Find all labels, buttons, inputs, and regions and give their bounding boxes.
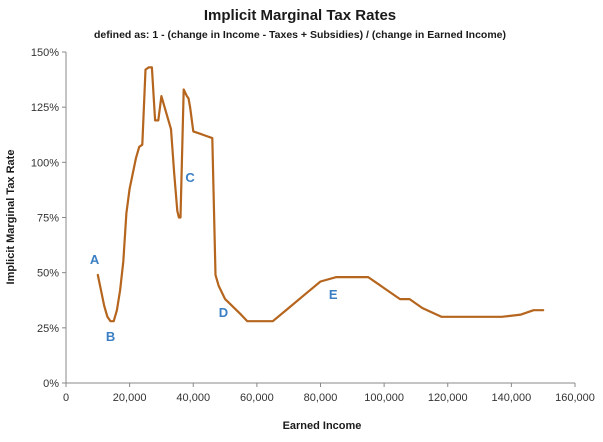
- y-ticks: 0% 25% 50% 75% 100% 125% 150%: [31, 47, 66, 390]
- chart-title: Implicit Marginal Tax Rates: [204, 7, 396, 24]
- y-tick-label: 50%: [37, 268, 59, 280]
- x-tick-label: 60,000: [240, 392, 274, 404]
- y-tick-label: 0%: [43, 378, 59, 390]
- y-tick-label: 75%: [37, 213, 59, 225]
- x-ticks: 0 20,000 40,000 60,000 80,000 100,000 120,000 1…: [63, 383, 595, 404]
- y-tick-label: 150%: [31, 47, 59, 59]
- annotation-label: C: [185, 170, 195, 185]
- x-tick-label: 100,000: [364, 392, 404, 404]
- annotation-label: E: [329, 287, 338, 302]
- y-tick-label: 25%: [37, 323, 59, 335]
- x-tick-label: 120,000: [428, 392, 468, 404]
- y-tick-label: 100%: [31, 157, 59, 169]
- x-tick-label: 140,000: [491, 392, 531, 404]
- series-layer: [96, 66, 545, 323]
- annotation-label: A: [90, 252, 100, 267]
- x-tick-label: 0: [63, 392, 69, 404]
- x-tick-label: 160,000: [555, 392, 595, 404]
- annotations: A B C D E: [90, 170, 338, 344]
- annotation-label: B: [106, 329, 115, 344]
- annotation-label: D: [219, 305, 228, 320]
- x-tick-label: 80,000: [304, 392, 338, 404]
- y-axis-label: Implicit Marginal Tax Rate: [5, 150, 17, 285]
- x-axis-label: Earned Income: [283, 420, 362, 432]
- series-line: [96, 66, 545, 323]
- chart-subtitle: defined as: 1 - (change in Income - Taxe…: [94, 29, 506, 41]
- x-tick-label: 20,000: [113, 392, 147, 404]
- x-tick-label: 40,000: [176, 392, 210, 404]
- y-tick-label: 125%: [31, 102, 59, 114]
